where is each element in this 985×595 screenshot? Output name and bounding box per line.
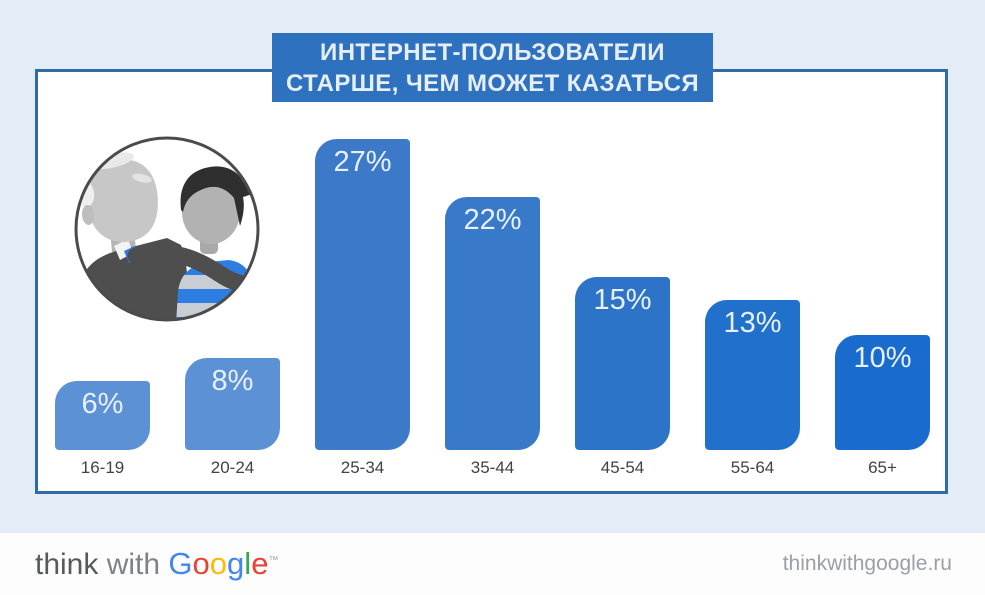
bar-column: 13% 55-64	[705, 300, 800, 478]
google-letter: o	[192, 546, 210, 581]
logo-with: with	[106, 548, 161, 581]
bar-value-label: 15%	[593, 284, 652, 316]
bar-category-label: 55-64	[730, 458, 775, 477]
bar-column: 6% 16-19	[55, 381, 150, 478]
bar-column: 15% 45-54	[575, 277, 670, 478]
bar: 8%	[185, 358, 280, 450]
bar-category-label: 16-19	[80, 458, 125, 477]
footer: think with Google™ thinkwithgoogle.ru	[0, 533, 985, 595]
bar-column: 8% 20-24	[185, 358, 280, 478]
bar-value-label: 10%	[853, 342, 912, 374]
bar-value-label: 8%	[211, 365, 254, 397]
google-wordmark: Google	[168, 546, 268, 581]
bar-category-label: 35-44	[470, 458, 515, 477]
site-url: thinkwithgoogle.ru	[782, 552, 952, 575]
bar-value-label: 13%	[723, 307, 782, 339]
title-line-2: СТАРШЕ, ЧЕМ МОЖЕТ КАЗАТЬСЯ	[285, 69, 700, 97]
bar-category-label: 65+	[868, 458, 897, 477]
elderly-man-with-young-man-icon	[74, 136, 260, 322]
google-letter: l	[244, 546, 252, 581]
google-letter: G	[168, 546, 193, 581]
bar-value-label: 22%	[463, 204, 522, 236]
google-letter: g	[227, 546, 245, 581]
bar-column: 27% 25-34	[315, 139, 410, 478]
bar-value-label: 6%	[81, 388, 124, 420]
bar-column: 10% 65+	[835, 335, 930, 478]
bar: 27%	[315, 139, 410, 450]
illustration-circle-border	[74, 136, 260, 322]
title-banner: ИНТЕРНЕТ-ПОЛЬЗОВАТЕЛИ СТАРШЕ, ЧЕМ МОЖЕТ …	[272, 33, 713, 102]
google-letter: e	[251, 546, 269, 581]
google-letter: o	[209, 546, 228, 581]
bar-column: 22% 35-44	[445, 197, 540, 478]
bar-category-label: 25-34	[340, 458, 385, 477]
bar-category-label: 45-54	[600, 458, 645, 477]
title-line-1: ИНТЕРНЕТ-ПОЛЬЗОВАТЕЛИ	[320, 38, 665, 66]
bar-chart: 6% 16-19 8% 20-24 27% 25-34 22% 35-44 15…	[55, 139, 930, 478]
bar: 13%	[705, 300, 800, 450]
think-with-google-logo: think with Google™	[35, 546, 278, 582]
bar: 15%	[575, 277, 670, 450]
bar: 10%	[835, 335, 930, 450]
logo-think: think	[35, 548, 99, 581]
chart-card: 6% 16-19 8% 20-24 27% 25-34 22% 35-44 15…	[35, 69, 948, 494]
bar-category-label: 20-24	[210, 458, 255, 477]
trademark-symbol: ™	[268, 555, 279, 566]
bar: 22%	[445, 197, 540, 450]
bar: 6%	[55, 381, 150, 450]
bar-value-label: 27%	[333, 146, 392, 178]
